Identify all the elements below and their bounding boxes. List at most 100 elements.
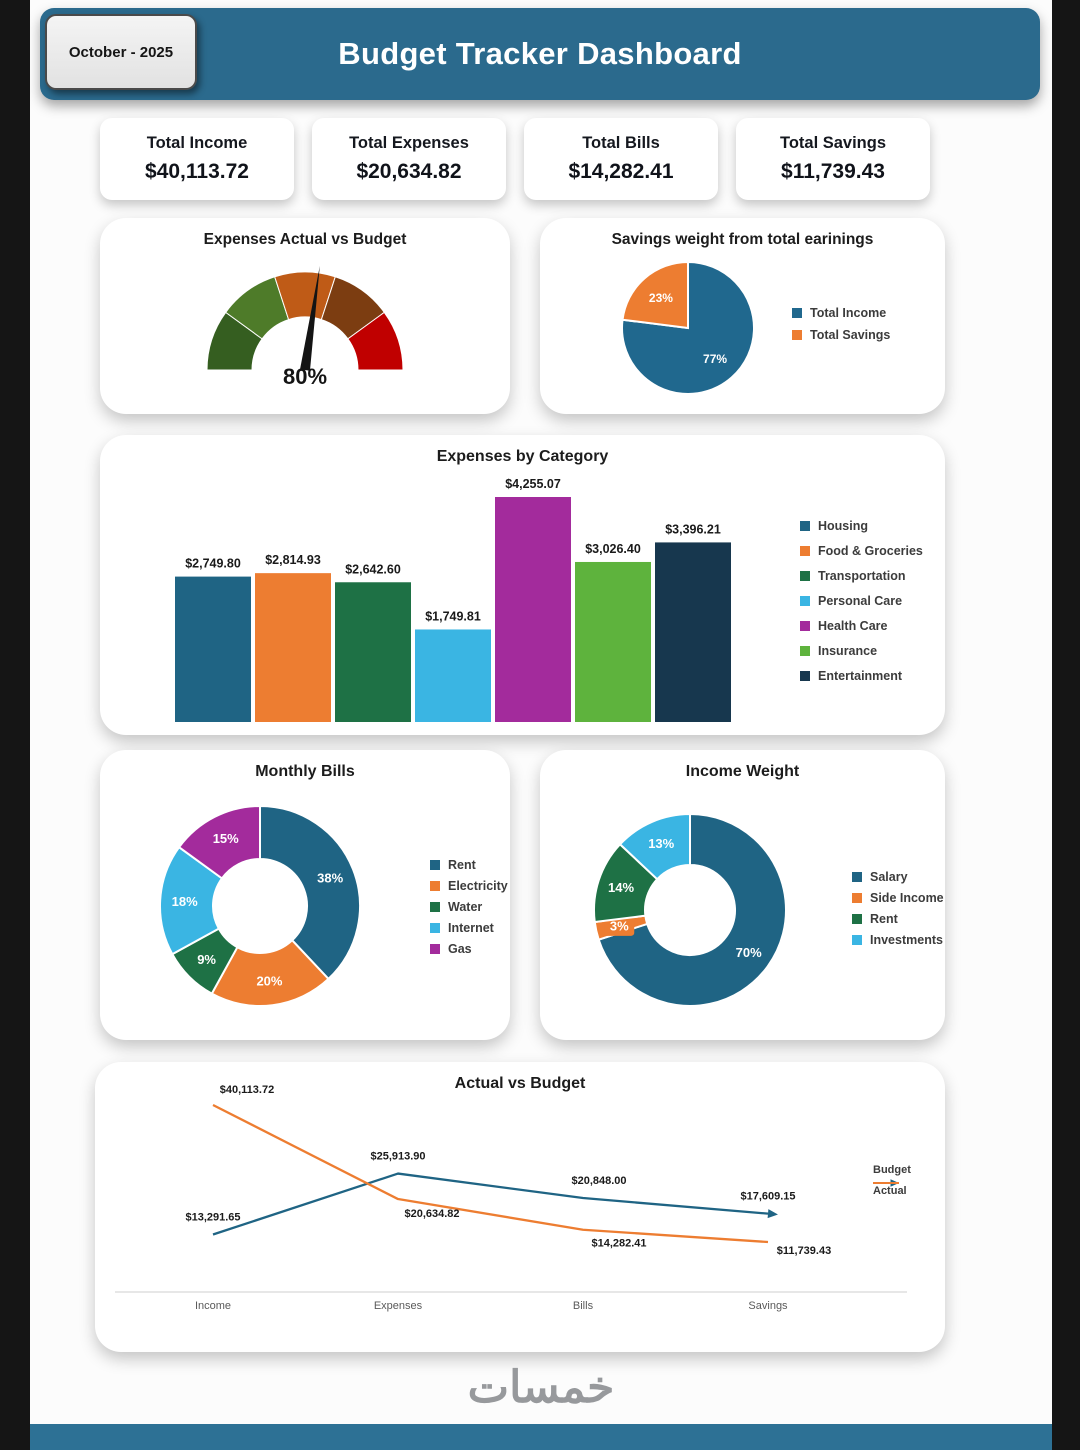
legend-swatch xyxy=(792,308,802,318)
data-label: $17,609.15 xyxy=(740,1191,795,1203)
legend-label: Electricity xyxy=(448,879,508,893)
kpi-label: Total Income xyxy=(146,134,248,152)
data-label: $3,396.21 xyxy=(665,522,721,536)
kpi-value: $40,113.72 xyxy=(145,160,249,183)
data-label: $2,814.93 xyxy=(265,553,321,567)
kpi-value: $11,739.43 xyxy=(781,160,885,183)
data-label: $14,282.41 xyxy=(591,1238,646,1250)
legend-label: Health Care xyxy=(818,619,888,633)
pie-slice-salary xyxy=(597,812,787,1007)
expenses-gauge-chart xyxy=(206,266,404,371)
expenses-bar-chart: $2,749.80 $2,814.93 $2,642.60 $1,749.81 $4,2… xyxy=(175,477,731,722)
data-label: 3% xyxy=(610,918,629,933)
legend-item-salary: Salary xyxy=(852,870,944,884)
legend-swatch xyxy=(430,902,440,912)
data-label: 13% xyxy=(648,836,674,851)
legend-label: Gas xyxy=(448,942,472,956)
right-frame-edge xyxy=(1052,0,1080,1450)
data-label: 70% xyxy=(736,945,762,960)
pie-slice-investments xyxy=(618,812,691,881)
legend-item-personal-care: Personal Care xyxy=(800,594,923,608)
legend-item-internet: Internet xyxy=(430,921,508,935)
legend-swatch xyxy=(430,860,440,870)
x-axis-label: Expenses xyxy=(374,1300,423,1312)
legend-label: Budget xyxy=(873,1164,911,1176)
data-label: $20,848.00 xyxy=(571,1175,626,1187)
legend-item-budget: Budget xyxy=(873,1164,911,1187)
legend-item-food-groceries: Food & Groceries xyxy=(800,544,923,558)
savings-pie-chart: 77% 23% xyxy=(621,260,755,395)
legend-swatch xyxy=(430,944,440,954)
legend-label: Housing xyxy=(818,519,868,533)
legend-item-health-care: Health Care xyxy=(800,619,923,633)
data-label: 20% xyxy=(256,973,282,988)
month-badge-label: October - 2025 xyxy=(68,43,174,61)
income-donut-legend: Salary Side Income Rent Investments xyxy=(852,870,944,954)
data-label: $40,113.72 xyxy=(220,1084,274,1096)
data-label: $2,749.80 xyxy=(185,557,241,571)
actual-vs-budget-chart: Income Expenses Bills Savings $13,291.65 $25,… xyxy=(115,1084,907,1312)
kpi-value: $14,282.41 xyxy=(568,160,674,183)
legend-swatch xyxy=(792,330,802,340)
bottom-bar xyxy=(30,1424,1052,1450)
legend-swatch xyxy=(852,893,862,903)
line-series-actual xyxy=(212,1103,769,1244)
expenses-by-category-card: Expenses by Category $2,749.80 $2,814.93 $… xyxy=(100,435,945,735)
income-weight-card: Income Weight 70% 3% 14% 13% Salary Side Inc… xyxy=(540,750,945,1040)
bar-transportation xyxy=(335,582,411,722)
data-label: $13,291.65 xyxy=(185,1212,240,1224)
legend-label: Transportation xyxy=(818,569,906,583)
legend-item-transportation: Transportation xyxy=(800,569,923,583)
data-label: $25,913.90 xyxy=(370,1151,425,1163)
kpi-card-total-savings: Total Savings $11,739.43 xyxy=(736,118,930,200)
legend-label: Food & Groceries xyxy=(818,544,923,558)
legend-item-rent: Rent xyxy=(852,912,944,926)
data-label: 18% xyxy=(172,894,198,909)
left-frame-edge xyxy=(0,0,30,1450)
bar-housing xyxy=(175,576,251,722)
bills-donut-legend: Rent Electricity Water Internet Gas xyxy=(430,858,508,963)
kpi-card-total-income: Total Income $40,113.72 xyxy=(100,118,294,200)
legend-label: Personal Care xyxy=(818,594,903,608)
legend-item-entertainment: Entertainment xyxy=(800,669,923,683)
income-donut-chart: 70% 3% 14% 13% xyxy=(593,812,787,1007)
legend-label: Total Income xyxy=(810,306,887,320)
legend-label: Rent xyxy=(448,858,476,872)
legend-label: Rent xyxy=(870,912,898,926)
x-axis-label: Income xyxy=(195,1300,231,1312)
legend-label: Investments xyxy=(870,933,943,947)
bar-entertainment xyxy=(655,542,731,722)
line-arrowhead xyxy=(767,1209,778,1219)
income-donut-title: Income Weight xyxy=(685,763,800,780)
data-label: $4,255.07 xyxy=(505,477,561,491)
legend-line-glyph xyxy=(873,1182,899,1184)
legend-swatch xyxy=(800,646,810,656)
data-label: $2,642.60 xyxy=(345,562,401,576)
label-chip xyxy=(604,916,635,936)
bills-donut-title: Monthly Bills xyxy=(255,763,355,780)
pie-slice-electricity xyxy=(210,938,330,1007)
kpi-card-total-bills: Total Bills $14,282.41 xyxy=(524,118,718,200)
pie-slice-rent xyxy=(259,804,361,981)
monthly-bills-card: Monthly Bills 38% 20% 9% 18% 15% Rent Electri… xyxy=(100,750,510,1040)
data-label: 15% xyxy=(213,831,239,846)
month-badge[interactable]: October - 2025 xyxy=(45,14,197,90)
savings-pie-legend: Total Income Total Savings xyxy=(792,306,890,350)
data-label: $20,634.82 xyxy=(404,1208,459,1220)
kpi-label: Total Bills xyxy=(582,134,660,152)
legend-label: Water xyxy=(448,900,483,914)
dashboard-page: Budget Tracker Dashboard October - 2025 … xyxy=(30,0,1052,1450)
pie-slice-total-income xyxy=(621,260,755,395)
legend-swatch xyxy=(852,914,862,924)
legend-item-total-income: Total Income xyxy=(792,306,890,320)
line-series-budget xyxy=(212,1172,769,1236)
line-chart-legend: Budget Actual xyxy=(873,1164,911,1206)
kpi-row: Total Income $40,113.72 Total Expenses $… xyxy=(100,118,930,200)
data-label: 38% xyxy=(317,871,343,886)
legend-swatch xyxy=(800,546,810,556)
legend-label: Salary xyxy=(870,870,908,884)
legend-item-rent: Rent xyxy=(430,858,508,872)
kpi-value: $20,634.82 xyxy=(356,160,462,183)
actual-vs-budget-card: Actual vs Budget Income Expenses Bills Savi… xyxy=(95,1062,945,1352)
kpi-card-total-expenses: Total Expenses $20,634.82 xyxy=(312,118,506,200)
